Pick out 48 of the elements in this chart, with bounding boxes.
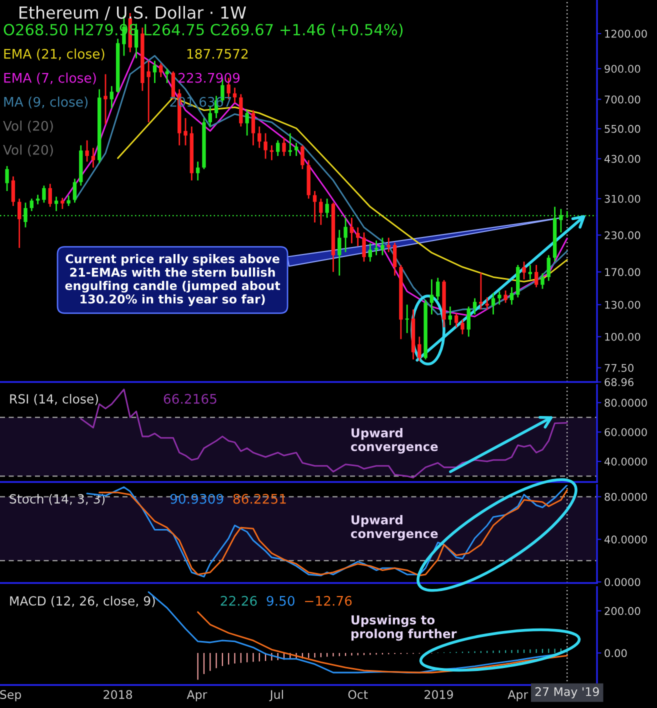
y-tick-label: 230.00: [604, 231, 640, 240]
y-tick-label: 60.0000: [604, 428, 647, 436]
annotation: Upward convergence: [350, 514, 438, 541]
x-tick-label: 2019: [424, 690, 453, 699]
y-tick-label: 310.00: [604, 194, 640, 203]
y-tick-label: 900.00: [604, 64, 640, 73]
x-tick-label: 2018: [104, 690, 132, 699]
annotation: 22.26: [220, 596, 257, 606]
chart-title: Ethereum / U.S. Dollar · 1W: [20, 6, 246, 20]
annotation: 223.7909: [178, 72, 240, 83]
text: EMA (21, close): [4, 48, 104, 60]
y-tick-label: 40.0000: [604, 458, 647, 466]
y-tick-label: 130.00: [605, 300, 640, 309]
ref-line-label: 27 May '19: [535, 687, 599, 698]
annotation: Vol (20): [3, 120, 53, 132]
x-tick-label: Jul: [269, 690, 283, 702]
annotation: Vol (20): [3, 144, 53, 156]
annotation: 66.2165: [164, 394, 216, 404]
annotation: −12.76: [305, 596, 352, 606]
annotation: Current price rally spikes above 21-EMAs with the stern bullish engulfing candle (jumped about 130.20% in this year so far): [65, 254, 280, 306]
text: RSI (14, close): [10, 394, 98, 406]
x-tick-label: Sep: [0, 690, 22, 702]
y-tick-label: 68.96: [604, 378, 634, 386]
y-tick-label: 170.00: [605, 268, 640, 276]
y-tick-label: 200.00: [604, 606, 640, 615]
annotation: 9.50: [266, 596, 294, 606]
annotation: Upswings to prolong further: [351, 615, 457, 641]
y-tick-label: 40.0000: [604, 536, 647, 544]
y-tick-label: 700.00: [604, 95, 640, 104]
y-tick-label: 0.0000: [604, 578, 640, 586]
x-tick-label: Apr: [186, 690, 208, 702]
y-tick-label: 550.00: [604, 124, 640, 133]
y-tick-label: 0.00: [604, 649, 627, 658]
y-tick-label: 430.00: [604, 154, 640, 163]
text: MACD (12, 26, close, 9): [10, 596, 155, 608]
annotation: 86.2251: [233, 494, 286, 504]
annotation: Upward convergence: [350, 428, 438, 454]
annotation: 90.9309: [170, 494, 224, 504]
y-tick-label: 80.0000: [604, 492, 647, 501]
y-tick-label: 1200.00: [605, 30, 647, 38]
text: MA (9, close): [4, 96, 88, 108]
annotation: 187.7572: [187, 48, 248, 59]
y-tick-label: 77.50: [604, 364, 634, 372]
x-tick-label: Apr: [508, 690, 528, 702]
series-label: EMA (7, close): [4, 72, 96, 84]
y-tick-label: 80.0000: [604, 398, 647, 407]
y-tick-label: 100.00: [605, 332, 640, 341]
x-tick-label: Oct: [348, 690, 368, 699]
